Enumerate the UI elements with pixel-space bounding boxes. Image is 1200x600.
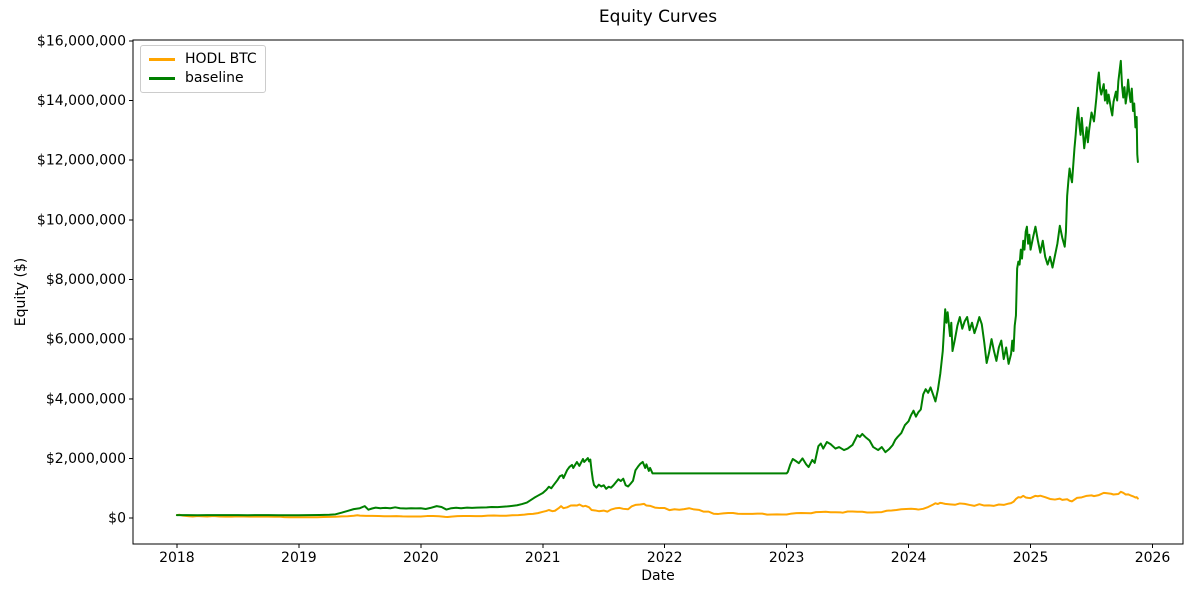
axes-frame [132,39,1184,545]
y-tick-label: $12,000,000 [37,153,126,169]
y-tick-label: $10,000,000 [37,212,126,228]
x-tick-label: 2025 [1013,550,1049,566]
x-tick-label: 2018 [159,550,195,566]
chart-title: Equity Curves [598,7,718,27]
x-tick-label: 2022 [647,550,683,566]
legend-label-hodl-btc: HODL BTC [185,51,257,67]
x-axis-title: Date [641,568,675,584]
baseline-line-swatch [149,77,175,80]
x-tick-label: 2026 [1135,550,1171,566]
y-tick-label: $8,000,000 [46,272,126,288]
series-line-hodl-btc [175,490,1139,519]
y-tick-label: $16,000,000 [37,33,126,49]
x-tick-label: 2021 [525,550,561,566]
legend-item-hodl-btc: HODL BTC [149,50,257,69]
hodl-btc-line-swatch [149,58,175,61]
y-tick-label: $14,000,000 [37,93,126,109]
y-tick-label: $4,000,000 [46,391,126,407]
y-tick-label: $6,000,000 [46,332,126,348]
y-tick-label: $2,000,000 [46,451,126,467]
x-tick-label: 2023 [769,550,805,566]
legend-item-baseline: baseline [149,69,257,88]
series-line-baseline [175,59,1139,517]
x-tick-label: 2019 [281,550,317,566]
x-tick-label: 2020 [403,550,439,566]
y-axis-title: Equity ($) [13,257,29,327]
y-tick-label: $0 [108,511,126,527]
legend-label-baseline: baseline [185,70,244,86]
legend: HODL BTC baseline [140,45,266,93]
x-tick-label: 2024 [891,550,927,566]
